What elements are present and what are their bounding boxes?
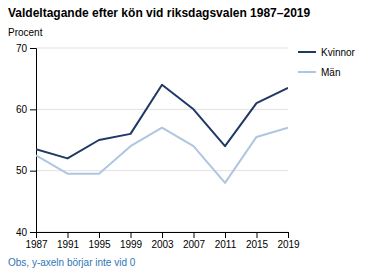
x-tick-label: 2003 <box>151 239 174 250</box>
x-tick: 2015 <box>246 232 269 250</box>
legend-swatch <box>298 71 316 73</box>
x-tick-mark <box>131 232 132 238</box>
x-tick-label: 2007 <box>183 239 206 250</box>
y-tick-label: 50 <box>16 165 28 176</box>
lines <box>36 85 288 183</box>
legend-item: Män <box>298 67 340 78</box>
x-tick-mark <box>162 232 163 238</box>
y-tick: 40 <box>16 227 36 238</box>
x-tick: 1995 <box>88 232 111 250</box>
y-tick-mark <box>30 232 36 233</box>
plot-area: 1987 1991 1995 1999 2003 2007 2011 2015 2019 40 50… <box>16 43 300 250</box>
grid <box>36 48 288 232</box>
grid-line <box>36 48 288 49</box>
grid-line <box>36 170 288 171</box>
series-line <box>36 128 288 183</box>
x-tick-label: 1995 <box>88 239 111 250</box>
x-tick-label: 2015 <box>246 239 269 250</box>
x-tick: 1991 <box>57 232 80 250</box>
y-tick: 70 <box>16 43 36 54</box>
y-tick-mark <box>30 109 36 110</box>
y-tick-label: 40 <box>16 227 28 238</box>
y-axis-line <box>30 49 37 233</box>
title: Valdeltagande efter kön vid riksdagsvale… <box>8 6 310 20</box>
x-tick: 1999 <box>120 232 143 250</box>
x-tick-mark <box>68 232 69 238</box>
y-tick-mark <box>30 171 36 172</box>
x-tick-label: 2019 <box>277 239 300 250</box>
y-axis: 40 50 60 70 <box>16 43 37 238</box>
annotation: Obs, y-axeln börjar inte vid 0 <box>8 257 136 268</box>
y-tick-label: 70 <box>16 43 28 54</box>
y-tick: 60 <box>16 104 36 115</box>
x-tick-mark <box>194 232 195 238</box>
x-tick: 2003 <box>151 232 174 250</box>
x-tick: 2019 <box>277 232 300 250</box>
x-tick-label: 1991 <box>57 239 80 250</box>
x-axis: 1987 1991 1995 1999 2003 2007 2011 2015 2019 <box>25 232 300 250</box>
legend-label: Män <box>321 67 340 78</box>
y-tick: 50 <box>16 165 36 176</box>
x-tick-label: 2011 <box>215 239 237 250</box>
x-axis-line <box>37 233 289 239</box>
legend-label: Kvinnor <box>321 47 356 58</box>
y-axis-label: Procent <box>8 27 43 38</box>
grid-line <box>36 109 288 110</box>
x-tick-label: 1987 <box>25 239 48 250</box>
x-tick-label: 1999 <box>120 239 143 250</box>
legend-item: Kvinnor <box>298 47 356 58</box>
x-tick: 2011 <box>215 232 237 250</box>
x-tick: 2007 <box>183 232 206 250</box>
x-tick-mark <box>225 232 226 238</box>
legend-swatch <box>298 51 316 53</box>
x-tick: 1987 <box>25 232 48 250</box>
chart: 1987 1991 1995 1999 2003 2007 2011 2015 2019 40 50… <box>0 0 372 272</box>
y-tick-label: 60 <box>16 104 28 115</box>
x-tick-mark <box>288 232 289 238</box>
legend: Kvinnor Män <box>298 47 356 78</box>
y-tick-mark <box>30 48 36 49</box>
x-tick-mark <box>99 232 100 238</box>
x-tick-mark <box>257 232 258 238</box>
